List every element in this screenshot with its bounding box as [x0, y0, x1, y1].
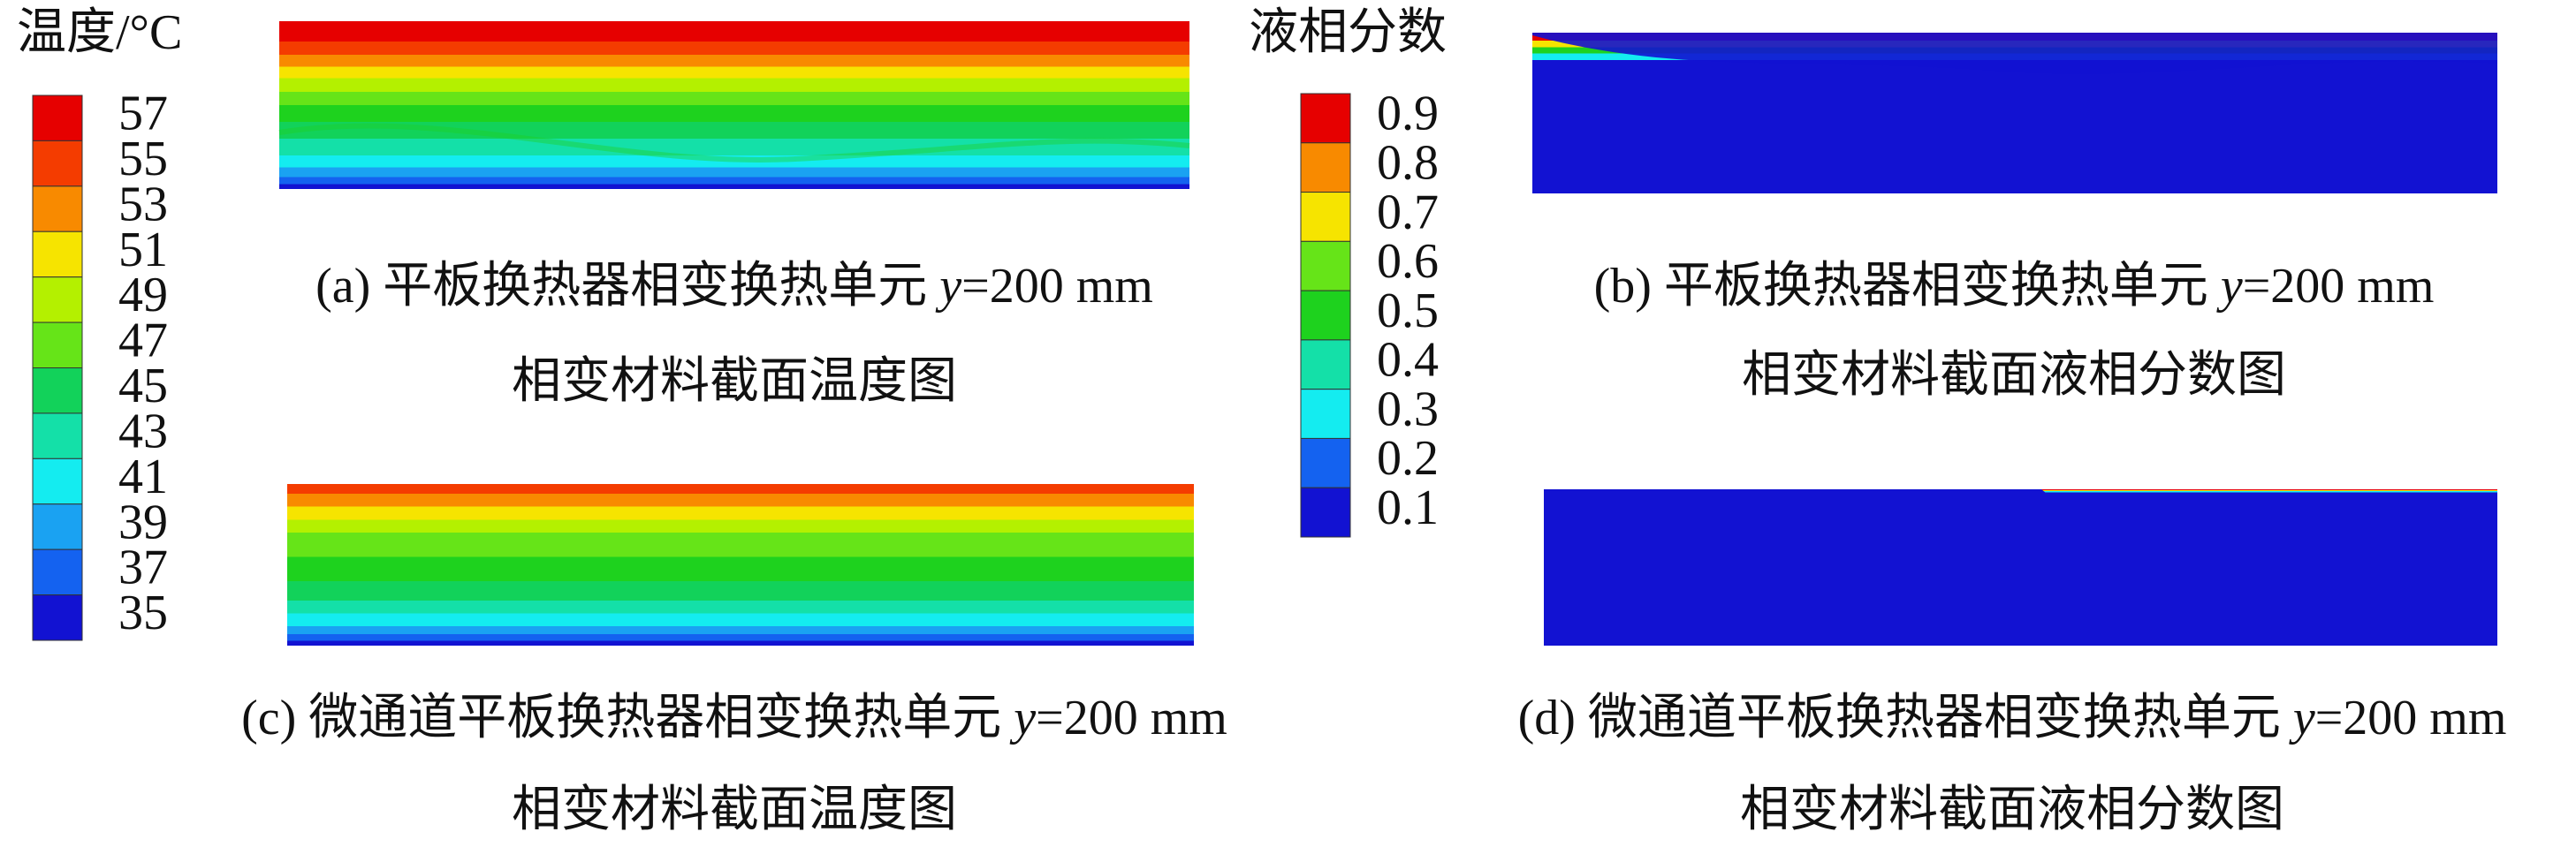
colorbar-tick-label: 53: [118, 177, 168, 231]
colorbar-segment: [1300, 192, 1351, 242]
colorbar-segment: [1300, 389, 1351, 439]
colorbar-tick-label: 47: [118, 314, 168, 368]
caption-label: (d) 微通道平板换热器相变换热单元: [1518, 691, 2293, 745]
caption-subtitle: 相变材料截面温度图: [512, 783, 957, 837]
caption-subtitle: 相变材料截面液相分数图: [1742, 348, 2286, 403]
caption-label: (c) 微通道平板换热器相变换热单元: [241, 691, 1014, 745]
colorbar-segment: [1300, 437, 1351, 488]
contour-wave-a: [278, 123, 1190, 163]
liquid-contour-d: [1544, 489, 2497, 646]
colorbar-segment: [32, 458, 83, 505]
colorbar-tick-label: 0.5: [1377, 284, 1439, 338]
colorbar-segment: [32, 231, 83, 278]
colorbar-tick-label: 57: [118, 87, 168, 141]
caption: (b) 平板换热器相变换热单元 y=200 mm: [1594, 259, 2435, 314]
colorbar-tick-label: 55: [118, 132, 168, 186]
colorbar-tick-label: 0.4: [1377, 333, 1439, 388]
colorbar-segment: [32, 321, 83, 369]
caption-value: =200 mm: [2315, 691, 2507, 745]
colorbar-segment: [32, 412, 83, 459]
caption-subtitle: 相变材料截面温度图: [512, 354, 957, 409]
colorbar-tick-label: 0.6: [1377, 234, 1439, 289]
colorbar-segment: [32, 594, 83, 641]
caption: (a) 平板换热器相变换热单元 y=200 mm: [315, 259, 1153, 314]
colorbar-tick-label: 43: [118, 404, 168, 458]
caption-value: =200 mm: [2243, 259, 2435, 314]
colorbar-segment: [1300, 290, 1351, 341]
caption: (d) 微通道平板换热器相变换热单元 y=200 mm: [1518, 691, 2507, 745]
colorbar-tick-label: 35: [118, 586, 168, 640]
colorbar-tick-label: 0.7: [1377, 185, 1439, 239]
colorbar-segment: [1300, 339, 1351, 390]
caption-variable: y: [2289, 691, 2315, 745]
colorbar-tick-label: 37: [118, 541, 168, 595]
colorbar-segment: [32, 367, 83, 414]
caption-variable: y: [1009, 691, 1036, 745]
colorbar-tick-label: 39: [118, 495, 168, 549]
liquid-front-d: [2041, 489, 2497, 517]
colorbar-segment: [32, 503, 83, 550]
colorbar-tick-label: 0.3: [1377, 382, 1439, 436]
caption-value: =200 mm: [1036, 691, 1227, 745]
colorbar-segment: [32, 548, 83, 596]
colorbar-segment: [1300, 487, 1351, 538]
caption: (c) 微通道平板换热器相变换热单元 y=200 mm: [241, 691, 1227, 745]
temperature-contour-a: [279, 21, 1189, 189]
colorbar-tick-label: 51: [118, 223, 168, 277]
colorbar-segment: [1300, 93, 1351, 144]
colorbar-segment: [32, 185, 83, 232]
colorbar-tick-label: 0.9: [1377, 87, 1439, 141]
caption-subtitle: 相变材料截面液相分数图: [1740, 783, 2284, 837]
caption-variable: y: [2216, 259, 2243, 314]
colorbar-segment: [1300, 240, 1351, 291]
temperature-contour-c: [287, 484, 1194, 646]
caption-variable: y: [935, 259, 961, 314]
colorbar-tick-label: 49: [118, 268, 168, 322]
caption-label: (b) 平板换热器相变换热单元: [1594, 259, 2221, 314]
caption-label: (a) 平板换热器相变换热单元: [315, 259, 939, 314]
colorbar-tick-label: 0.2: [1377, 431, 1439, 486]
liquid-front-b: [1532, 33, 2497, 74]
colorbar-tick-label: 45: [118, 359, 168, 413]
colorbar-tick-label: 0.1: [1377, 480, 1439, 535]
colorbar-segment: [1300, 142, 1351, 193]
colorbar-segment: [32, 140, 83, 187]
temperature-legend-title: 温度/°C: [17, 5, 182, 60]
liquid-legend-title: 液相分数: [1249, 5, 1447, 60]
colorbar-segment: [32, 95, 83, 141]
colorbar-tick-label: 41: [118, 450, 168, 504]
colorbar-segment: [32, 276, 83, 323]
colorbar-tick-label: 0.8: [1377, 136, 1439, 191]
caption-value: =200 mm: [961, 259, 1153, 314]
